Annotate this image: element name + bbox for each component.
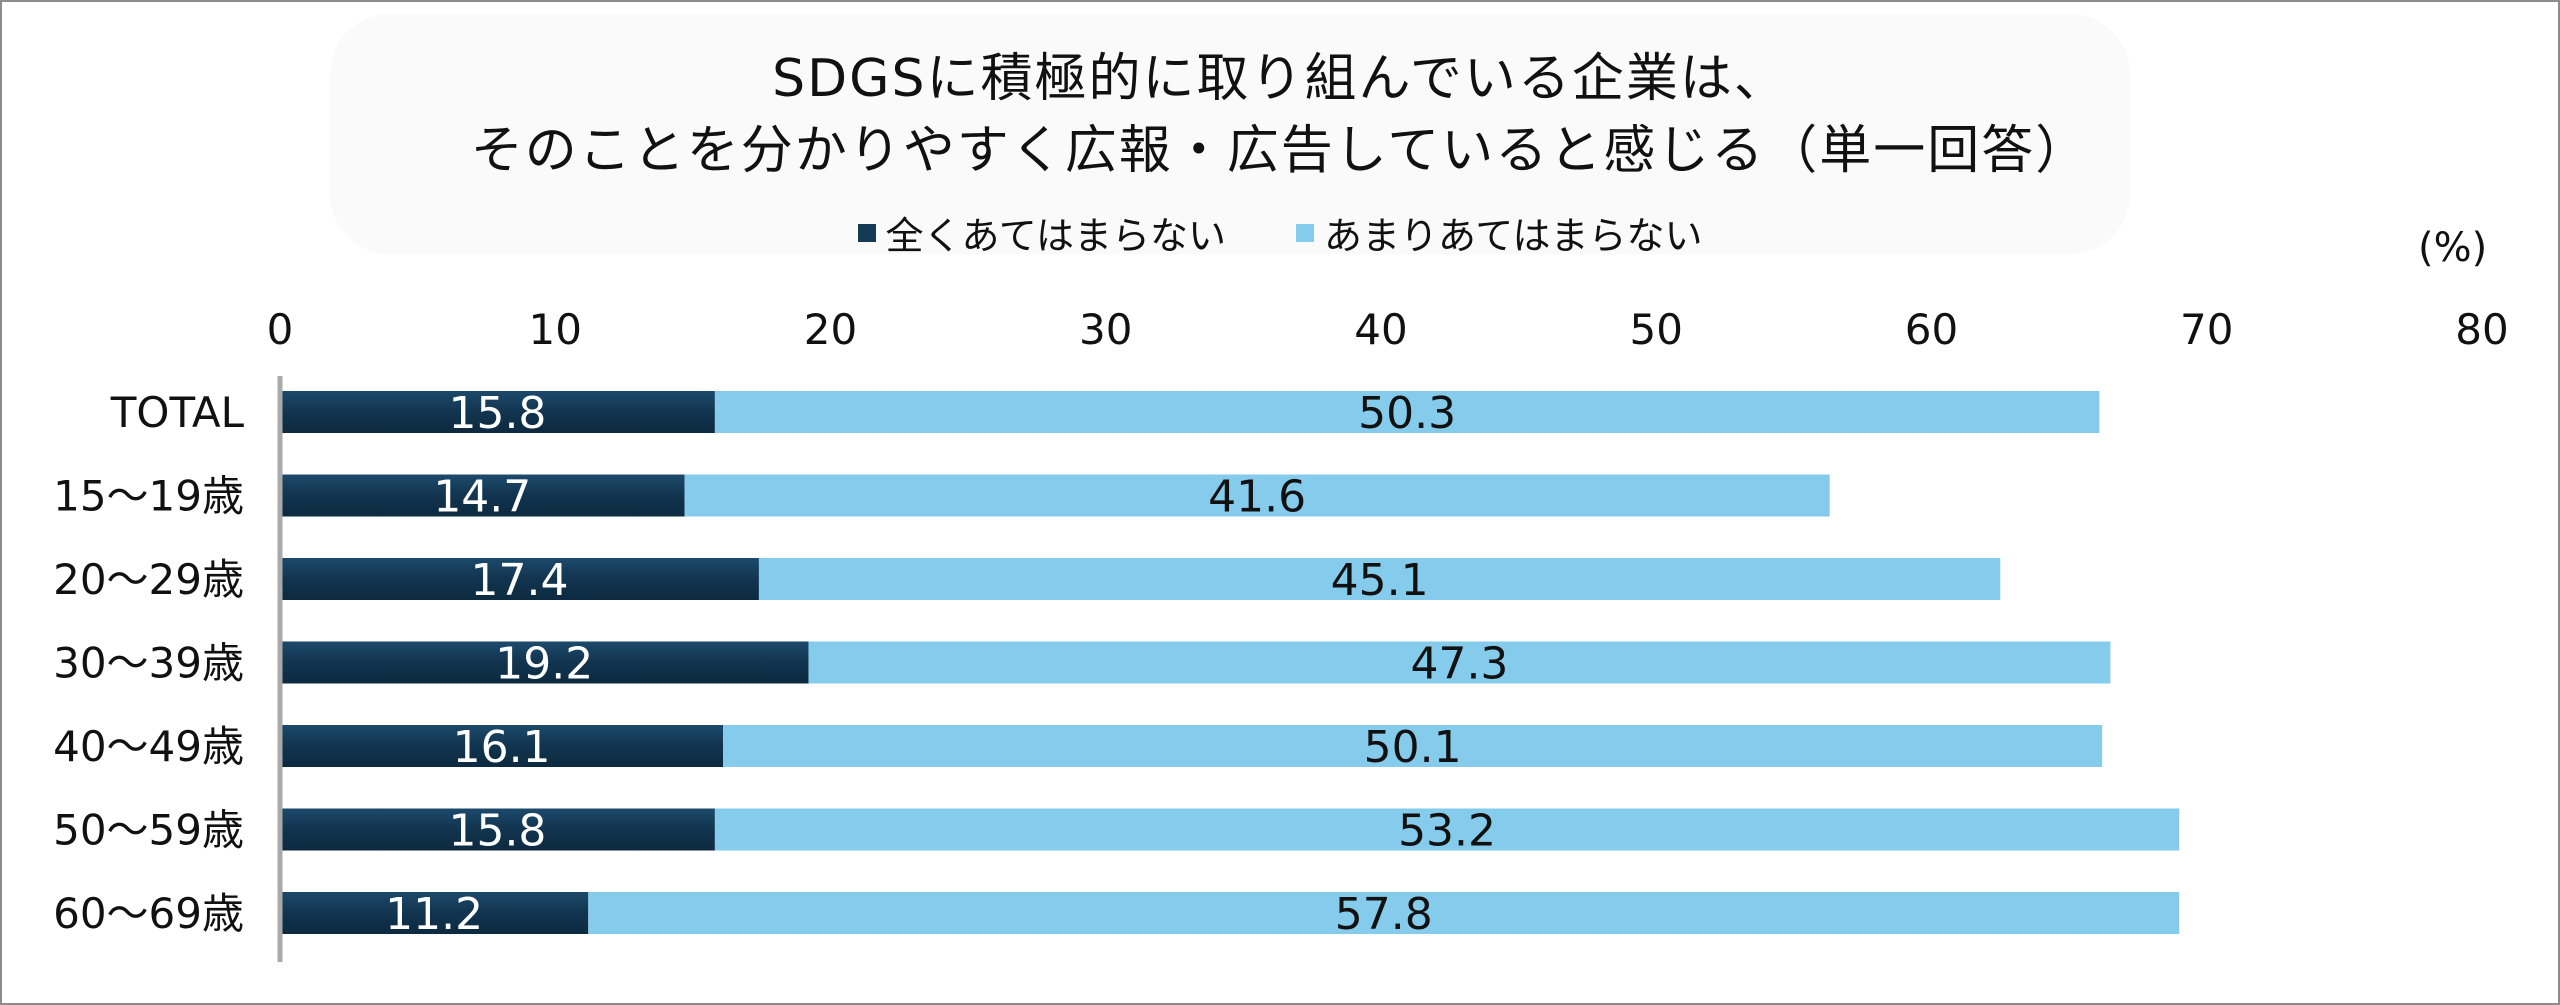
y-axis-labels: TOTAL 15～19歳 20～29歳 30～39歳 40～49歳 50～59歳 60～69… [53, 388, 244, 938]
legend-swatch-series-2 [1296, 223, 1314, 242]
legend-swatch-series-1 [857, 223, 876, 242]
bar-series-2 [808, 641, 2111, 684]
y-category-label: 15～19歳 [53, 472, 244, 521]
bar-series-2 [714, 391, 2100, 433]
x-axis-ticks: 0 10 20 30 40 50 60 70 80 [267, 305, 2509, 354]
bar-series-1 [280, 808, 715, 851]
bars [280, 391, 2180, 934]
bar-series-2 [714, 808, 2180, 851]
y-category-label: 60～69歳 [53, 889, 244, 938]
data-label-series-2: 47.3 [1410, 639, 1508, 690]
data-label-series-2: 50.3 [1358, 388, 1456, 439]
data-label-series-2: 57.8 [1335, 889, 1433, 940]
bar-series-1 [280, 558, 759, 600]
unit-label: (%) [2418, 225, 2488, 271]
title-panel [330, 14, 2130, 254]
x-tick-label: 20 [804, 305, 857, 354]
bar-series-2 [588, 892, 2180, 934]
y-category-label: 30～39歳 [53, 639, 244, 688]
data-label-series-1: 16.1 [453, 722, 551, 773]
bar-series-1 [280, 641, 809, 684]
data-label-series-1: 17.4 [470, 555, 568, 606]
bar-series-2 [684, 474, 1830, 517]
y-category-label: 50～59歳 [53, 806, 244, 855]
bar-series-1 [280, 725, 724, 767]
chart-title-line-2: そのことを分かりやすく広報・広告していると感じる（単一回答） [470, 121, 2090, 181]
y-category-label: 20～29歳 [53, 555, 244, 604]
data-label-series-1: 19.2 [495, 639, 593, 690]
legend-label-series-1: 全くあてはまらない [885, 214, 1226, 258]
legend-item-series-2: あまりあてはまらない [1296, 205, 1702, 260]
legend: 全くあてはまらない あまりあてはまらない [0, 205, 2560, 260]
x-tick-label: 40 [1354, 305, 1407, 354]
y-category-label: TOTAL [110, 388, 245, 437]
data-label-series-2: 45.1 [1331, 555, 1429, 606]
bar-series-1 [280, 892, 589, 934]
data-label-series-2: 41.6 [1208, 472, 1306, 523]
data-label-series-1: 11.2 [385, 889, 483, 940]
value-labels: 15.8 50.3 14.7 41.6 17.4 45.1 19.2 47.3 16.1 50.1… [385, 388, 1508, 940]
x-tick-label: 60 [1905, 305, 1958, 354]
y-category-label: 40～49歳 [53, 722, 244, 771]
legend-item-series-1: 全くあてはまらない [857, 205, 1226, 260]
x-tick-label: 0 [267, 305, 294, 354]
data-label-series-1: 15.8 [448, 388, 546, 439]
bar-series-1 [280, 391, 715, 433]
data-label-series-1: 14.7 [433, 472, 531, 523]
x-tick-label: 30 [1079, 305, 1132, 354]
data-label-series-1: 15.8 [448, 806, 546, 857]
chart-title-line-1: SDGSに積極的に取り組んでいる企業は、 [772, 49, 1788, 109]
data-label-series-2: 53.2 [1398, 806, 1496, 857]
bar-series-2 [723, 725, 2103, 767]
x-tick-label: 50 [1630, 305, 1683, 354]
x-tick-label: 80 [2455, 305, 2508, 354]
legend-label-series-2: あまりあてはまらない [1324, 214, 1703, 258]
x-tick-label: 10 [529, 305, 582, 354]
x-tick-label: 70 [2180, 305, 2233, 354]
data-label-series-2: 50.1 [1364, 722, 1462, 773]
bar-series-1 [280, 474, 685, 517]
bar-series-2 [758, 558, 2001, 600]
